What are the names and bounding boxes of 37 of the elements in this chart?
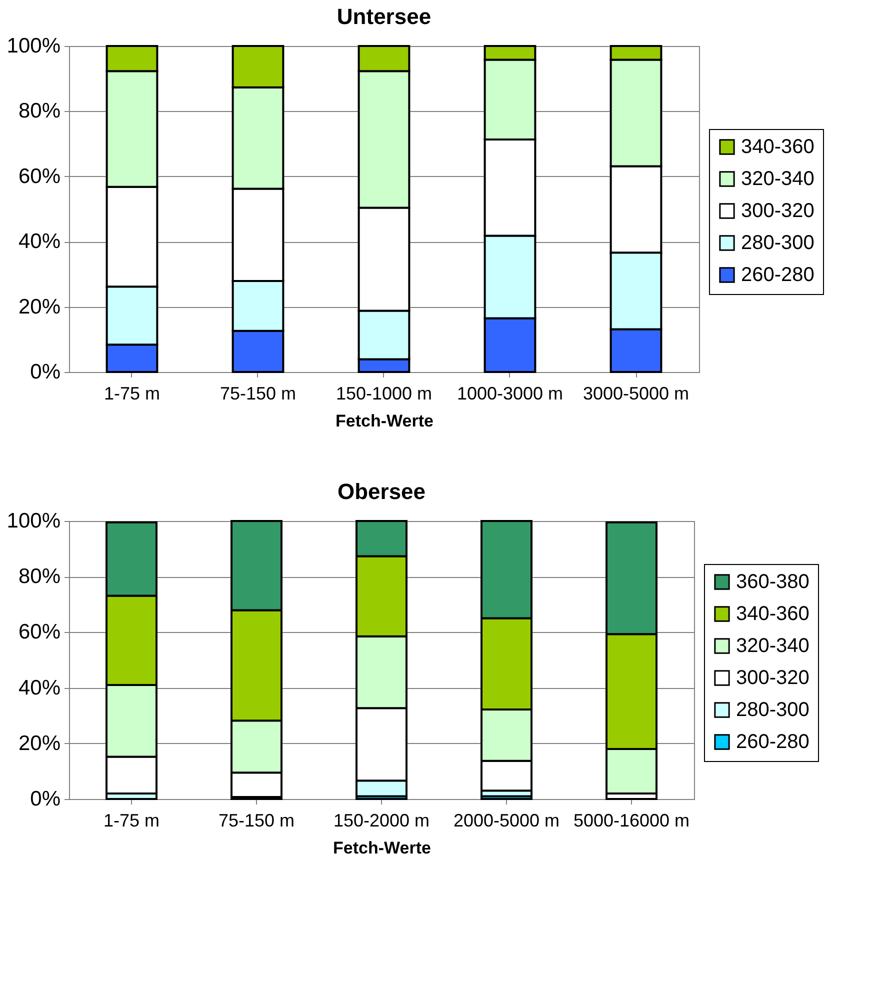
y-tick-label: 60% [18,620,60,644]
y-tick-label: 40% [18,676,60,700]
legend-label: 360-380 [736,571,810,593]
legend-label: 340-360 [736,603,810,625]
chart-title: Untersee [336,4,432,29]
x-axis-title: Fetch-Werte [333,838,431,858]
y-tick-label: 60% [18,164,60,188]
legend-label: 320-340 [736,635,810,657]
legend-label: 320-340 [741,168,814,190]
y-tick-label: 40% [18,230,60,254]
x-axis-title: Fetch-Werte [336,412,434,430]
x-tick-label: 1000-3000 m [456,384,564,404]
y-tick-label: 20% [18,732,60,755]
legend-label: 300-320 [741,200,814,222]
legend-label: 260-280 [741,264,814,286]
x-tick-label: 5000-16000 m [573,810,690,830]
y-tick-label: 100% [6,510,60,532]
y-tick-label: 100% [6,34,60,58]
x-tick-label: 1-75 m [103,810,160,830]
legend-label: 280-300 [736,699,810,721]
y-tick-label: 80% [18,100,60,123]
x-tick-label: 75-150 m [218,810,295,830]
x-tick-label: 1-75 m [104,384,160,404]
y-tick-label: 20% [18,295,60,318]
x-tick-label: 3000-5000 m [582,384,690,404]
x-tick-label: 75-150 m [220,384,296,404]
x-tick-label: 150-1000 m [336,384,432,404]
legend-label: 260-280 [736,731,810,753]
y-tick-label: 80% [18,565,60,588]
y-tick-label: 0% [30,360,60,384]
legend-label: 340-360 [741,136,814,158]
legend-label: 300-320 [736,667,810,689]
y-tick-label: 0% [30,788,60,810]
x-tick-label: 2000-5000 m [453,810,560,830]
chart-title: Obersee [337,479,426,504]
legend-label: 280-300 [741,232,814,254]
x-tick-label: 150-2000 m [333,810,430,830]
